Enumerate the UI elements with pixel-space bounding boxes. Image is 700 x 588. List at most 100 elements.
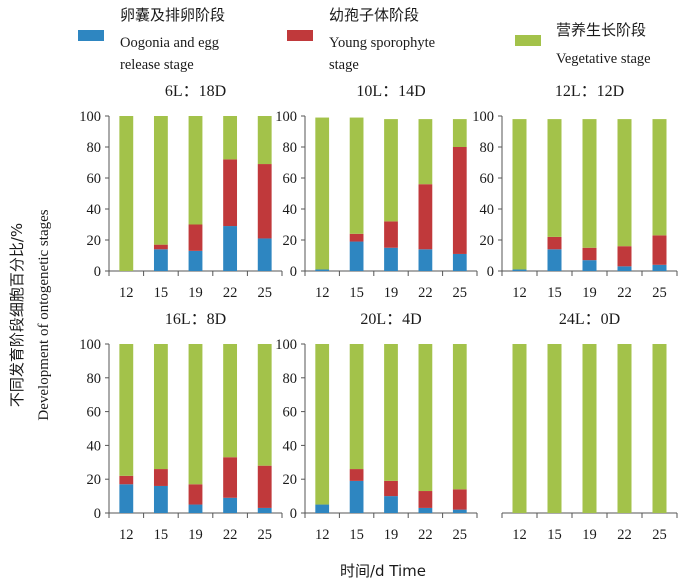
panel-title: 6L：18D [165, 83, 226, 100]
bar-segment [582, 344, 597, 513]
bar-segment [418, 491, 433, 508]
panel-title: 10L：14D [356, 83, 425, 100]
x-tick-label: 25 [453, 285, 468, 301]
legend-item-vegetative: 营养生长阶段 Vegetative stage [515, 21, 651, 67]
x-tick-label: 12 [512, 285, 527, 301]
bar-segment [418, 344, 433, 492]
x-tick-label: 25 [257, 527, 272, 543]
x-tick-label: 15 [154, 285, 169, 301]
bar-segment [418, 119, 433, 185]
y-tick-label: 20 [480, 233, 495, 249]
x-tick-label: 15 [547, 285, 562, 301]
x-tick-label: 12 [315, 285, 330, 301]
bar-segment [452, 253, 467, 271]
bar-segment [418, 507, 433, 513]
x-tick-label: 22 [418, 285, 433, 301]
x-tick-label: 12 [119, 527, 134, 543]
bar-segment [119, 116, 134, 271]
y-tick-label: 20 [87, 472, 102, 488]
y-axis-title-en: Development of ontogenetic stages [36, 209, 52, 420]
bar-segment [384, 221, 398, 248]
bar-segment [384, 247, 398, 271]
bar-segment [223, 457, 238, 498]
bar-segment [582, 119, 597, 248]
x-tick-label: 19 [188, 285, 203, 301]
bar-segment [188, 250, 203, 271]
bar-segment [257, 465, 272, 508]
x-tick-label: 22 [223, 527, 238, 543]
x-tick-label: 15 [349, 527, 364, 543]
bar-segment [188, 484, 203, 505]
panel-4: 16L：8D 0 20 40 60 80 100 12 15 19 22 25 [79, 311, 283, 543]
y-tick-label: 100 [79, 109, 101, 125]
bar-segment [315, 269, 330, 271]
panel-5: 20L：4D 0 20 40 60 80 100 12 15 19 22 25 [275, 311, 478, 543]
y-tick-label: 0 [487, 264, 494, 280]
y-tick-label: 60 [480, 171, 495, 187]
panel-title: 20L：4D [360, 311, 421, 328]
bar-segment [257, 507, 272, 513]
bar-segment [223, 497, 238, 513]
bar-segment [384, 344, 398, 481]
y-axis-title: 不同发育阶段细胞百分比/% Development of ontogenetic… [8, 209, 52, 420]
legend: 卵囊及排卵阶段 Oogonia and egg release stage 幼孢… [78, 6, 651, 73]
bar-segment [119, 344, 134, 476]
legend-label-en2: release stage [120, 57, 194, 73]
legend-item-oogonia: 卵囊及排卵阶段 Oogonia and egg release stage [78, 6, 225, 73]
bar-segment [652, 264, 667, 271]
y-tick-label: 40 [87, 202, 102, 218]
bar-segment [617, 266, 632, 271]
legend-label-zh: 营养生长阶段 [556, 21, 646, 39]
bar-segment [384, 119, 398, 222]
bar-segment [349, 480, 364, 513]
y-tick-label: 40 [480, 202, 495, 218]
bar-segment [384, 496, 398, 513]
x-tick-label: 15 [349, 285, 364, 301]
x-tick-label: 12 [315, 527, 330, 543]
bar-segment [452, 147, 467, 254]
bar-segment [652, 344, 667, 513]
legend-label-en: Young sporophyte [329, 35, 435, 51]
y-tick-label: 100 [79, 337, 101, 353]
y-tick-label: 20 [87, 233, 102, 249]
bar-segment [617, 344, 632, 513]
x-tick-label: 19 [188, 527, 203, 543]
x-tick-label: 22 [418, 527, 433, 543]
legend-label-zh: 卵囊及排卵阶段 [120, 6, 225, 24]
bar-segment [188, 344, 203, 485]
x-tick-label: 22 [223, 285, 238, 301]
bar-segment [349, 233, 364, 242]
panel-3: 12L：12D 0 20 40 60 80 100 12 15 19 22 25 [472, 83, 678, 301]
y-tick-label: 40 [87, 438, 102, 454]
bar-segment [652, 235, 667, 265]
bar-segment [349, 344, 364, 470]
y-tick-label: 40 [283, 202, 298, 218]
bar-segment [315, 344, 330, 505]
x-tick-label: 19 [384, 527, 399, 543]
legend-swatch-vegetative [515, 35, 541, 46]
bar-segment [153, 469, 168, 486]
legend-label-en: Vegetative stage [556, 51, 651, 67]
x-tick-label: 15 [547, 527, 562, 543]
x-tick-label: 12 [512, 527, 527, 543]
legend-swatch-young-sporophyte [287, 30, 313, 41]
bar-segment [349, 117, 364, 234]
y-tick-label: 60 [87, 171, 102, 187]
x-tick-label: 22 [617, 527, 632, 543]
legend-label-zh: 幼孢子体阶段 [329, 6, 419, 24]
bar-segment [153, 244, 168, 250]
x-tick-label: 22 [617, 285, 632, 301]
bar-segment [119, 484, 134, 513]
y-tick-label: 0 [290, 506, 297, 522]
panels: 6L：18D 0 20 40 60 80 100 12 15 19 22 25 10L：14D 0 20 40… [79, 83, 678, 543]
y-tick-label: 80 [283, 140, 298, 156]
legend-label-en: Oogonia and egg [120, 35, 219, 51]
bar-segment [617, 246, 632, 267]
y-tick-label: 100 [275, 109, 297, 125]
bar-segment [223, 159, 238, 227]
y-tick-label: 80 [87, 371, 102, 387]
bar-segment [582, 260, 597, 271]
y-tick-label: 20 [283, 233, 298, 249]
bar-segment [349, 469, 364, 481]
